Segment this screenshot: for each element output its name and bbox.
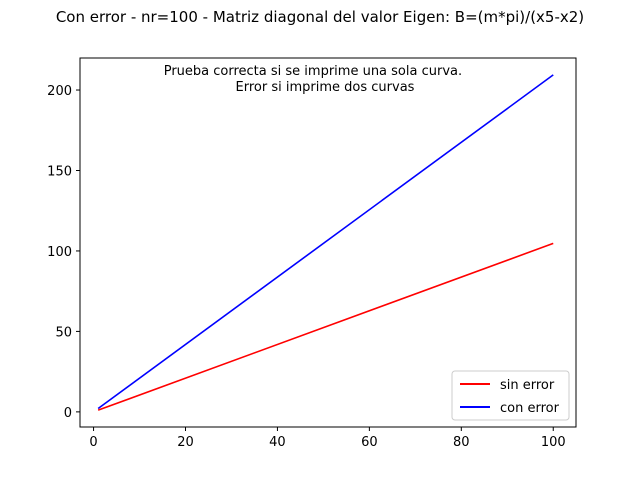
- x-tick-label: 0: [89, 435, 97, 450]
- y-tick-label: 200: [47, 84, 72, 99]
- x-tick-label: 40: [269, 435, 286, 450]
- x-tick-label: 60: [361, 435, 378, 450]
- chart-title: Con error - nr=100 - Matriz diagonal del…: [56, 8, 584, 26]
- y-tick-label: 50: [55, 325, 72, 340]
- series-line-sin-error: [97, 242, 554, 411]
- x-tick-label: 80: [453, 435, 470, 450]
- x-tick-label: 20: [177, 435, 194, 450]
- legend-label-con-error: con error: [500, 401, 560, 416]
- annotation-line-1: Prueba correcta si se imprime una sola c…: [164, 64, 462, 79]
- x-tick-label: 100: [541, 435, 566, 450]
- series-line-con-error: [97, 74, 554, 410]
- legend: sin error con error: [451, 370, 570, 421]
- legend-label-sin-error: sin error: [500, 378, 555, 393]
- y-tick-label: 0: [64, 406, 72, 421]
- annotation-line-2: Error si imprime dos curvas: [236, 80, 415, 95]
- x-axis-ticks: 0 20 40 60 80 100: [89, 427, 566, 450]
- y-axis-ticks: 0 50 100 150 200: [47, 84, 80, 421]
- y-tick-label: 100: [47, 245, 72, 260]
- plot-frame: [79, 57, 577, 428]
- series-layer: [97, 74, 554, 411]
- annotation-text: Prueba correcta si se imprime una sola c…: [164, 64, 467, 95]
- y-tick-label: 150: [47, 164, 72, 179]
